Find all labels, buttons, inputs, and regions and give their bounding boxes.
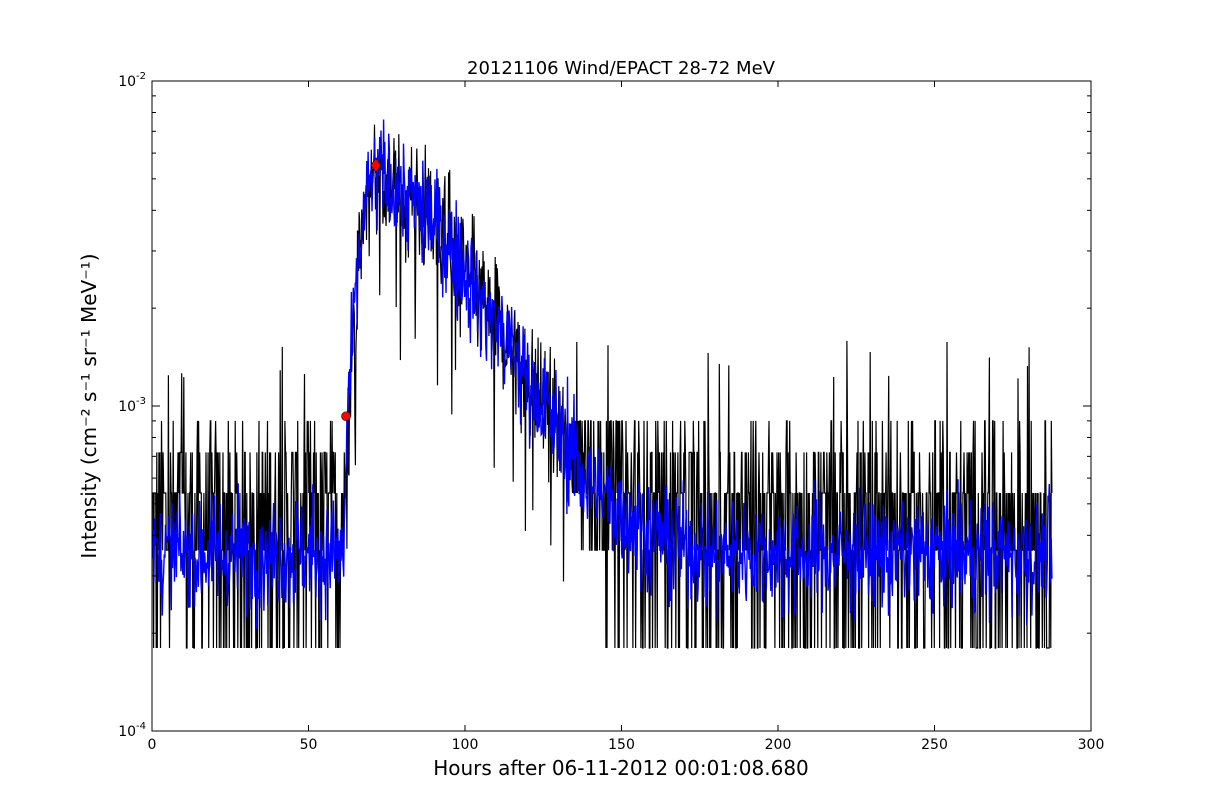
y-tick-label: 10-3 (118, 396, 146, 415)
x-tick-label: 0 (148, 737, 157, 753)
x-tick-label: 250 (921, 737, 948, 753)
y-axis-label: Intensity (cm⁻² s⁻¹ sr⁻¹ MeV⁻¹) (77, 253, 101, 558)
x-axis: 0 50 100 150 200 250 300 (148, 81, 1105, 753)
plot-area (152, 119, 1053, 649)
x-tick-label: 50 (300, 737, 318, 753)
smoothed-intensity-series-line (152, 119, 1053, 630)
onset-marker (341, 411, 351, 422)
chart-title: 20121106 Wind/EPACT 28-72 MeV (467, 58, 776, 79)
x-axis-label: Hours after 06-11-2012 00:01:08.680 (433, 756, 809, 780)
x-tick-label: 150 (608, 737, 635, 753)
y-tick-label: 10-4 (118, 721, 146, 740)
x-tick-label: 100 (452, 737, 479, 753)
x-tick-label: 300 (1078, 737, 1105, 753)
peak-marker (370, 157, 382, 173)
x-tick-label: 200 (765, 737, 792, 753)
y-tick-label: 10-2 (118, 71, 146, 90)
